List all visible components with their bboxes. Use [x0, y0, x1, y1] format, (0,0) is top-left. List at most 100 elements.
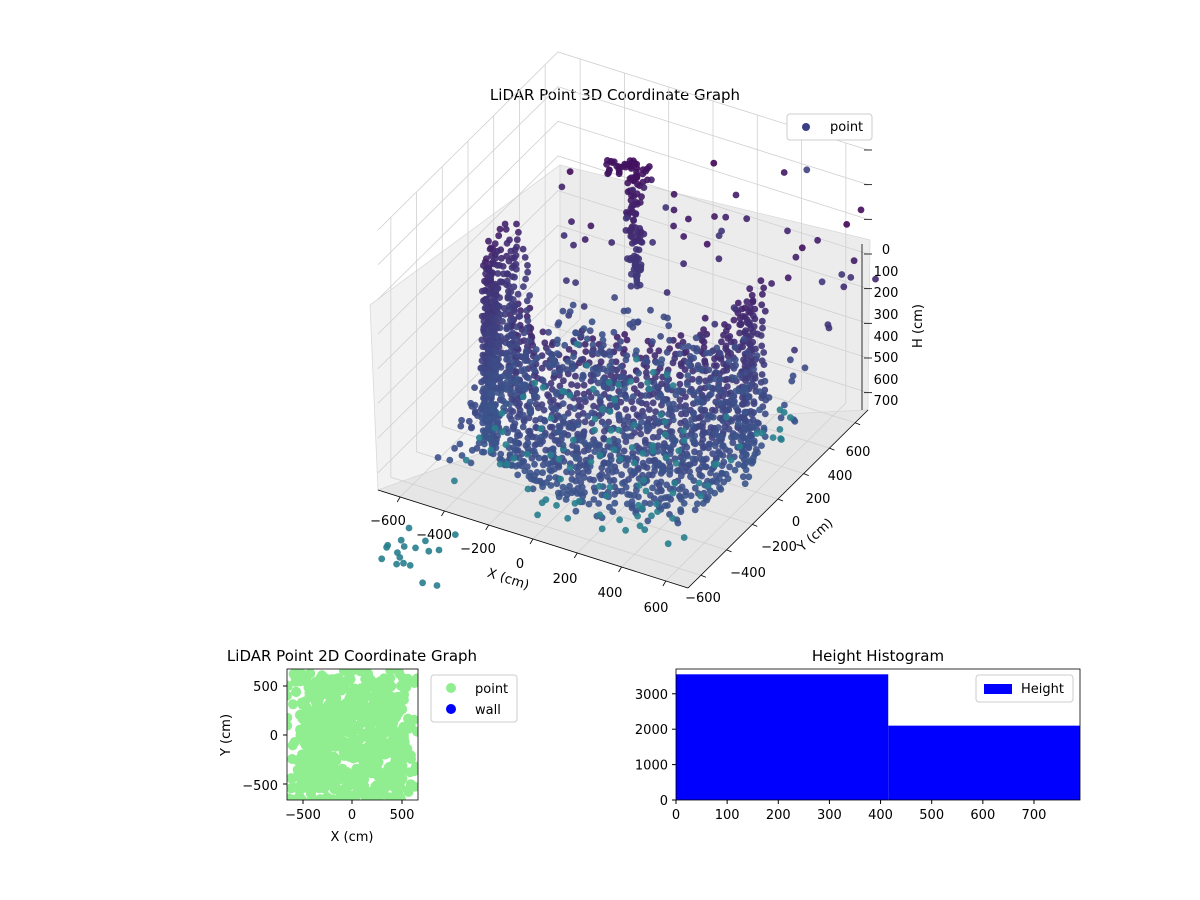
- data-point: [697, 492, 705, 500]
- data-point: [287, 712, 293, 723]
- data-point: [646, 500, 654, 507]
- data-point: [676, 350, 683, 358]
- data-point: [648, 471, 656, 479]
- x-tick-label: 500: [919, 808, 944, 823]
- data-point: [696, 449, 703, 457]
- data-point: [613, 403, 620, 410]
- data-point: [572, 279, 579, 286]
- data-point: [511, 273, 518, 281]
- data-point: [615, 381, 623, 389]
- data-point: [743, 215, 751, 223]
- data-point: [397, 704, 408, 715]
- data-point: [732, 433, 739, 441]
- data-point: [562, 496, 570, 503]
- data-point: [670, 206, 678, 214]
- data-point: [652, 408, 659, 416]
- data-point: [599, 336, 607, 344]
- data-point: [575, 412, 582, 419]
- data-point: [494, 270, 502, 277]
- data-point: [512, 399, 520, 407]
- data-point: [547, 451, 555, 459]
- data-point: [486, 401, 494, 409]
- data-point: [654, 433, 662, 441]
- data-point: [731, 356, 739, 364]
- data-point: [691, 484, 699, 492]
- data-point: [777, 414, 785, 422]
- grid-line: [377, 259, 869, 439]
- data-point: [654, 383, 661, 391]
- data-point: [525, 337, 533, 345]
- data-point: [741, 420, 749, 427]
- data-point: [715, 450, 723, 457]
- data-point: [716, 433, 724, 440]
- data-point: [507, 316, 514, 324]
- data-point: [581, 340, 589, 348]
- data-point: [496, 303, 503, 310]
- data-point: [526, 408, 534, 416]
- data-point: [663, 481, 671, 489]
- data-point: [750, 398, 758, 405]
- data-point: [711, 407, 719, 414]
- data-point: [524, 485, 532, 493]
- data-point: [553, 480, 561, 488]
- data-point: [607, 462, 615, 469]
- data-point: [668, 428, 676, 436]
- data-point: [661, 431, 669, 438]
- data-point: [642, 392, 650, 399]
- data-point: [633, 355, 640, 363]
- data-point: [513, 220, 520, 228]
- data-point: [695, 378, 703, 385]
- data-point: [536, 440, 544, 448]
- data-point: [714, 424, 722, 431]
- data-point: [492, 254, 499, 262]
- data-point: [494, 247, 501, 255]
- data-point: [580, 381, 588, 389]
- data-point: [297, 795, 308, 800]
- data-point: [666, 467, 674, 474]
- z-tick-label: 400: [874, 330, 899, 345]
- data-point: [333, 682, 344, 693]
- data-point: [512, 265, 520, 273]
- data-point: [715, 383, 722, 390]
- data-point: [608, 384, 616, 392]
- data-point: [287, 690, 292, 701]
- data-point: [540, 406, 548, 414]
- data-point: [749, 297, 757, 305]
- data-point: [705, 440, 713, 448]
- data-point: [627, 254, 635, 262]
- data-point: [695, 479, 703, 487]
- data-point: [560, 377, 567, 385]
- data-point: [847, 274, 855, 281]
- data-point: [379, 673, 390, 684]
- data-point: [765, 394, 773, 401]
- data-point: [726, 333, 734, 340]
- data-point: [741, 363, 749, 370]
- data-point: [334, 731, 345, 742]
- data-point: [699, 436, 707, 443]
- data-point: [557, 475, 564, 483]
- data-point: [381, 738, 392, 749]
- data-point: [649, 442, 656, 449]
- data-point: [824, 321, 832, 329]
- data-point: [510, 444, 517, 451]
- data-point: [362, 680, 373, 691]
- data-point: [690, 409, 697, 417]
- data-point: [666, 406, 674, 414]
- data-point: [465, 417, 473, 425]
- data-point: [582, 348, 590, 355]
- data-point: [587, 393, 595, 401]
- data-point: [818, 278, 826, 286]
- data-point: [689, 436, 697, 443]
- data-point: [321, 738, 332, 749]
- data-point: [687, 492, 695, 500]
- data-point: [433, 582, 441, 589]
- data-point: [587, 222, 595, 230]
- data-point: [319, 783, 330, 794]
- data-point: [491, 401, 499, 409]
- data-point: [748, 423, 756, 431]
- z-tick-label: 300: [874, 308, 899, 323]
- data-point: [371, 780, 382, 791]
- data-point: [563, 277, 570, 284]
- grid-line: [545, 324, 856, 424]
- data-point: [519, 393, 527, 401]
